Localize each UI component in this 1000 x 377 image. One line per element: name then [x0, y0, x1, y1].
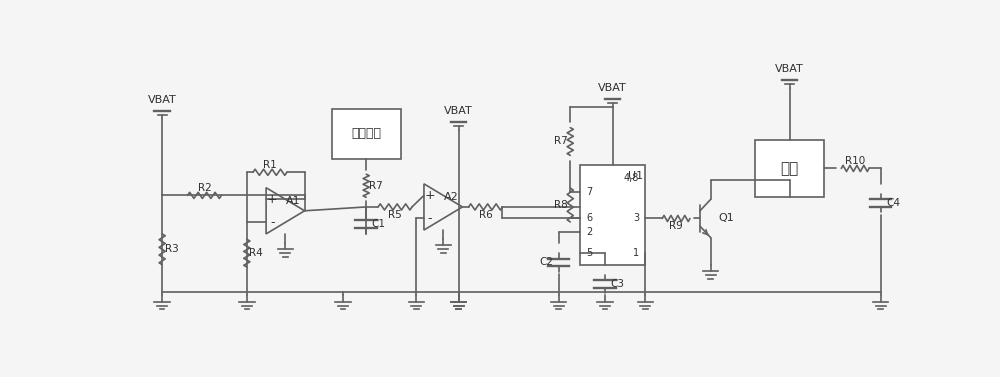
- Text: R3: R3: [165, 244, 178, 254]
- Text: A2: A2: [444, 192, 459, 202]
- Text: +: +: [425, 189, 435, 202]
- Text: 控制电路: 控制电路: [351, 127, 381, 140]
- Text: R9: R9: [669, 221, 683, 231]
- Text: R7: R7: [369, 181, 382, 191]
- Text: 2: 2: [586, 227, 592, 237]
- Text: VBAT: VBAT: [148, 95, 177, 104]
- Text: R10: R10: [845, 156, 865, 166]
- Bar: [755, 139, 824, 197]
- Text: R5: R5: [388, 210, 402, 220]
- Text: 5: 5: [586, 248, 592, 258]
- Text: R1: R1: [263, 159, 277, 170]
- Text: R7: R7: [554, 136, 568, 147]
- Text: VBAT: VBAT: [444, 106, 473, 116]
- Text: 7: 7: [586, 187, 592, 196]
- Text: R8: R8: [554, 200, 568, 210]
- Text: C1: C1: [372, 219, 386, 229]
- Text: 3: 3: [633, 213, 639, 224]
- Text: -: -: [270, 216, 275, 229]
- Text: 4,8: 4,8: [624, 173, 639, 184]
- Text: 1: 1: [633, 248, 639, 258]
- Text: C3: C3: [610, 279, 624, 289]
- Text: -: -: [428, 212, 432, 225]
- Text: VBAT: VBAT: [598, 83, 627, 93]
- Text: +: +: [267, 193, 278, 206]
- Bar: [332, 109, 401, 159]
- Bar: [580, 165, 645, 265]
- Text: 6: 6: [586, 213, 592, 224]
- Text: R4: R4: [249, 248, 263, 258]
- Text: A1: A1: [286, 196, 301, 206]
- Text: VBAT: VBAT: [775, 64, 804, 74]
- Text: Q1: Q1: [718, 213, 734, 224]
- Text: R2: R2: [198, 183, 211, 193]
- Text: U1: U1: [628, 171, 643, 181]
- Text: C4: C4: [886, 198, 900, 208]
- Text: C2: C2: [539, 257, 553, 267]
- Text: 负载: 负载: [781, 161, 799, 176]
- Text: R6: R6: [479, 210, 492, 220]
